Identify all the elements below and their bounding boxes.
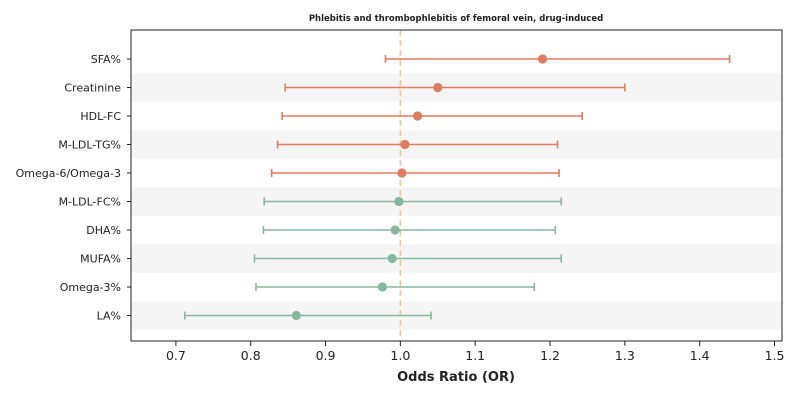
or-point <box>537 54 548 64</box>
row-label: LA% <box>97 310 121 323</box>
row-label: HDL-FC <box>80 110 121 123</box>
data-row: M-LDL-FC% <box>59 196 563 209</box>
or-point <box>390 225 400 235</box>
row-label: M-LDL-TG% <box>58 139 121 152</box>
data-row: HDL-FC <box>80 110 584 123</box>
row-label: M-LDL-FC% <box>59 196 121 209</box>
x-axis-ticks: 0.7 0.8 0.9 1.0 1.1 1.2 1.3 1.4 1.5 <box>166 341 785 363</box>
row-label: SFA% <box>91 53 121 66</box>
data-row: SFA% <box>91 53 731 66</box>
row-label: Omega-3% <box>60 281 121 294</box>
x-tick-label: 1.3 <box>615 348 635 363</box>
x-axis-label: Odds Ratio (OR) <box>397 370 515 385</box>
or-point <box>291 310 301 321</box>
x-tick-label: 0.8 <box>241 348 261 363</box>
data-row: MUFA% <box>80 253 563 266</box>
or-point <box>377 282 388 292</box>
or-point <box>394 196 404 207</box>
or-point <box>387 253 397 264</box>
row-label: MUFA% <box>80 253 121 266</box>
x-tick-label: 1.5 <box>765 348 785 363</box>
x-tick-label: 1.0 <box>390 348 410 363</box>
or-point <box>412 111 423 121</box>
chart-title: Phlebitis and thrombophlebitis of femora… <box>309 14 603 24</box>
row-label: Omega-6/Omega-3 <box>16 167 121 180</box>
plot-frame <box>130 29 783 342</box>
row-label: DHA% <box>86 224 121 237</box>
or-point <box>400 139 410 150</box>
data-row: Creatinine <box>64 82 626 95</box>
data-row: M-LDL-TG% <box>58 139 559 152</box>
data-rows: SFA% Creatinine HDL-FC M-LDL-TG% Omega-6/Ome… <box>16 53 731 323</box>
data-row: Omega-6/Omega-3 <box>16 167 560 180</box>
x-tick-label: 0.7 <box>166 348 186 363</box>
data-row: Omega-3% <box>60 281 536 294</box>
data-row: DHA% <box>86 224 557 237</box>
or-point <box>397 168 407 178</box>
or-point <box>433 82 443 93</box>
x-tick-label: 1.4 <box>690 348 710 363</box>
row-label: Creatinine <box>64 82 121 95</box>
data-row: LA% <box>97 310 432 323</box>
x-tick-label: 1.2 <box>540 348 560 363</box>
x-tick-label: 1.1 <box>465 348 485 363</box>
x-tick-label: 0.9 <box>316 348 336 363</box>
